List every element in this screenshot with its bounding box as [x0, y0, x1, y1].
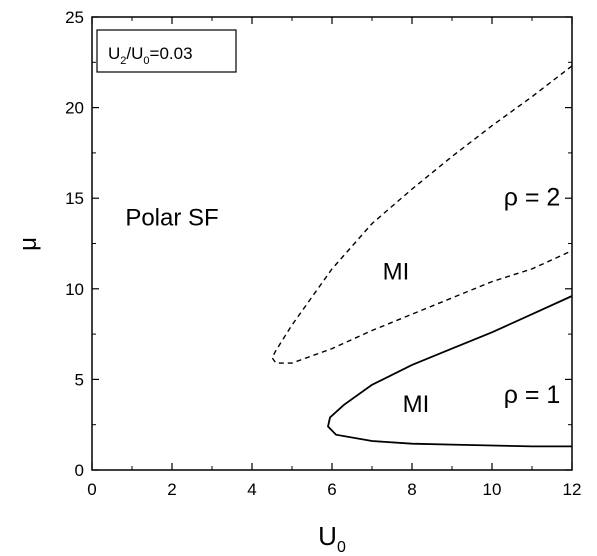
x-tick-label: 2 [167, 480, 176, 499]
legend-text-part: U [108, 44, 120, 63]
y-tick-label: 5 [75, 370, 84, 389]
dashed-phase-boundary-line [271, 65, 573, 364]
curves-layer [271, 65, 573, 448]
x-tick-label: 0 [87, 480, 96, 499]
x-axis-label: U0 [318, 521, 346, 556]
legend-subscript: 2 [120, 55, 126, 67]
x-tick-label: 12 [563, 480, 582, 499]
legend-subscript: 0 [143, 55, 149, 67]
axis-ticks [91, 16, 573, 471]
region-label: MI [383, 259, 410, 286]
region-label: MI [403, 391, 430, 418]
x-tick-label: 6 [327, 480, 336, 499]
region-label: ρ = 2 [504, 183, 561, 211]
region-label: Polar SF [125, 204, 218, 231]
x-tick-label: 8 [407, 480, 416, 499]
x-axis-label-subscript: 0 [337, 539, 346, 556]
y-tick-label: 20 [65, 99, 84, 118]
y-tick-label: 10 [65, 280, 84, 299]
y-tick-label: 15 [65, 189, 84, 208]
y-tick-label: 25 [65, 8, 84, 27]
legend-text-part: /U [126, 44, 143, 63]
legend-text-part: =0.03 [150, 44, 193, 63]
legend-label: U2/U0=0.03 [108, 44, 193, 67]
plot-frame [91, 16, 573, 471]
x-tick-label: 4 [247, 480, 256, 499]
solid-phase-boundary-line [327, 295, 573, 448]
y-axis-label: μ [15, 237, 42, 251]
x-tick-label: 10 [483, 480, 502, 499]
legend-box: U2/U0=0.03 [96, 29, 237, 73]
region-label: ρ = 1 [504, 381, 561, 409]
region-annotations: Polar SF MI ρ = 2 MI ρ = 1 [125, 183, 560, 418]
x-axis-label-main: U [318, 521, 337, 551]
y-tick-label: 0 [75, 461, 84, 480]
